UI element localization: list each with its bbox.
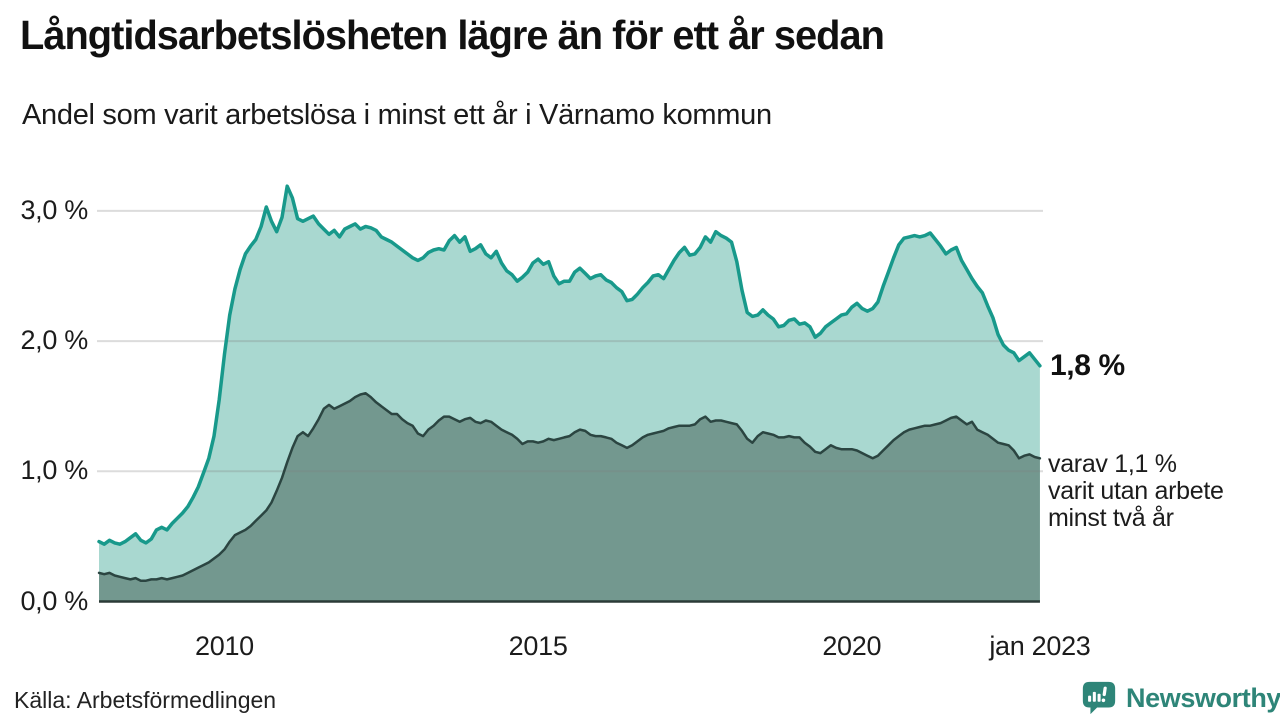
newsworthy-logo-text: Newsworthy	[1126, 683, 1280, 713]
newsworthy-logo[interactable]: Newsworthy	[1080, 679, 1280, 717]
y-axis-tick-label: 0,0 %	[20, 585, 88, 616]
page-title: Långtidsarbetslösheten lägre än för ett …	[20, 12, 885, 58]
latest-value-label: 1,8 %	[1050, 349, 1125, 382]
series-line	[97, 391, 1042, 582]
x-axis-tick-label: 2015	[508, 631, 568, 661]
page-subtitle: Andel som varit arbetslösa i minst ett å…	[22, 99, 772, 131]
series-line	[97, 184, 1042, 546]
x-axis-tick-label: jan 2023	[989, 631, 1091, 661]
y-axis-tick-label: 1,0 %	[20, 455, 88, 486]
secondary-value-label: varav 1,1 % varit utan arbete minst två …	[1048, 450, 1224, 532]
newsworthy-speech-bubble-bar-chart-icon	[1082, 681, 1116, 715]
x-axis-tick-label: 2020	[822, 631, 882, 661]
x-axis-tick-label: 2010	[195, 631, 254, 661]
source-caption: Källa: Arbetsförmedlingen	[14, 687, 277, 713]
y-axis-tick-label: 3,0 %	[20, 194, 88, 225]
y-axis-tick-label: 2,0 %	[20, 325, 88, 356]
series-area	[99, 393, 1040, 602]
